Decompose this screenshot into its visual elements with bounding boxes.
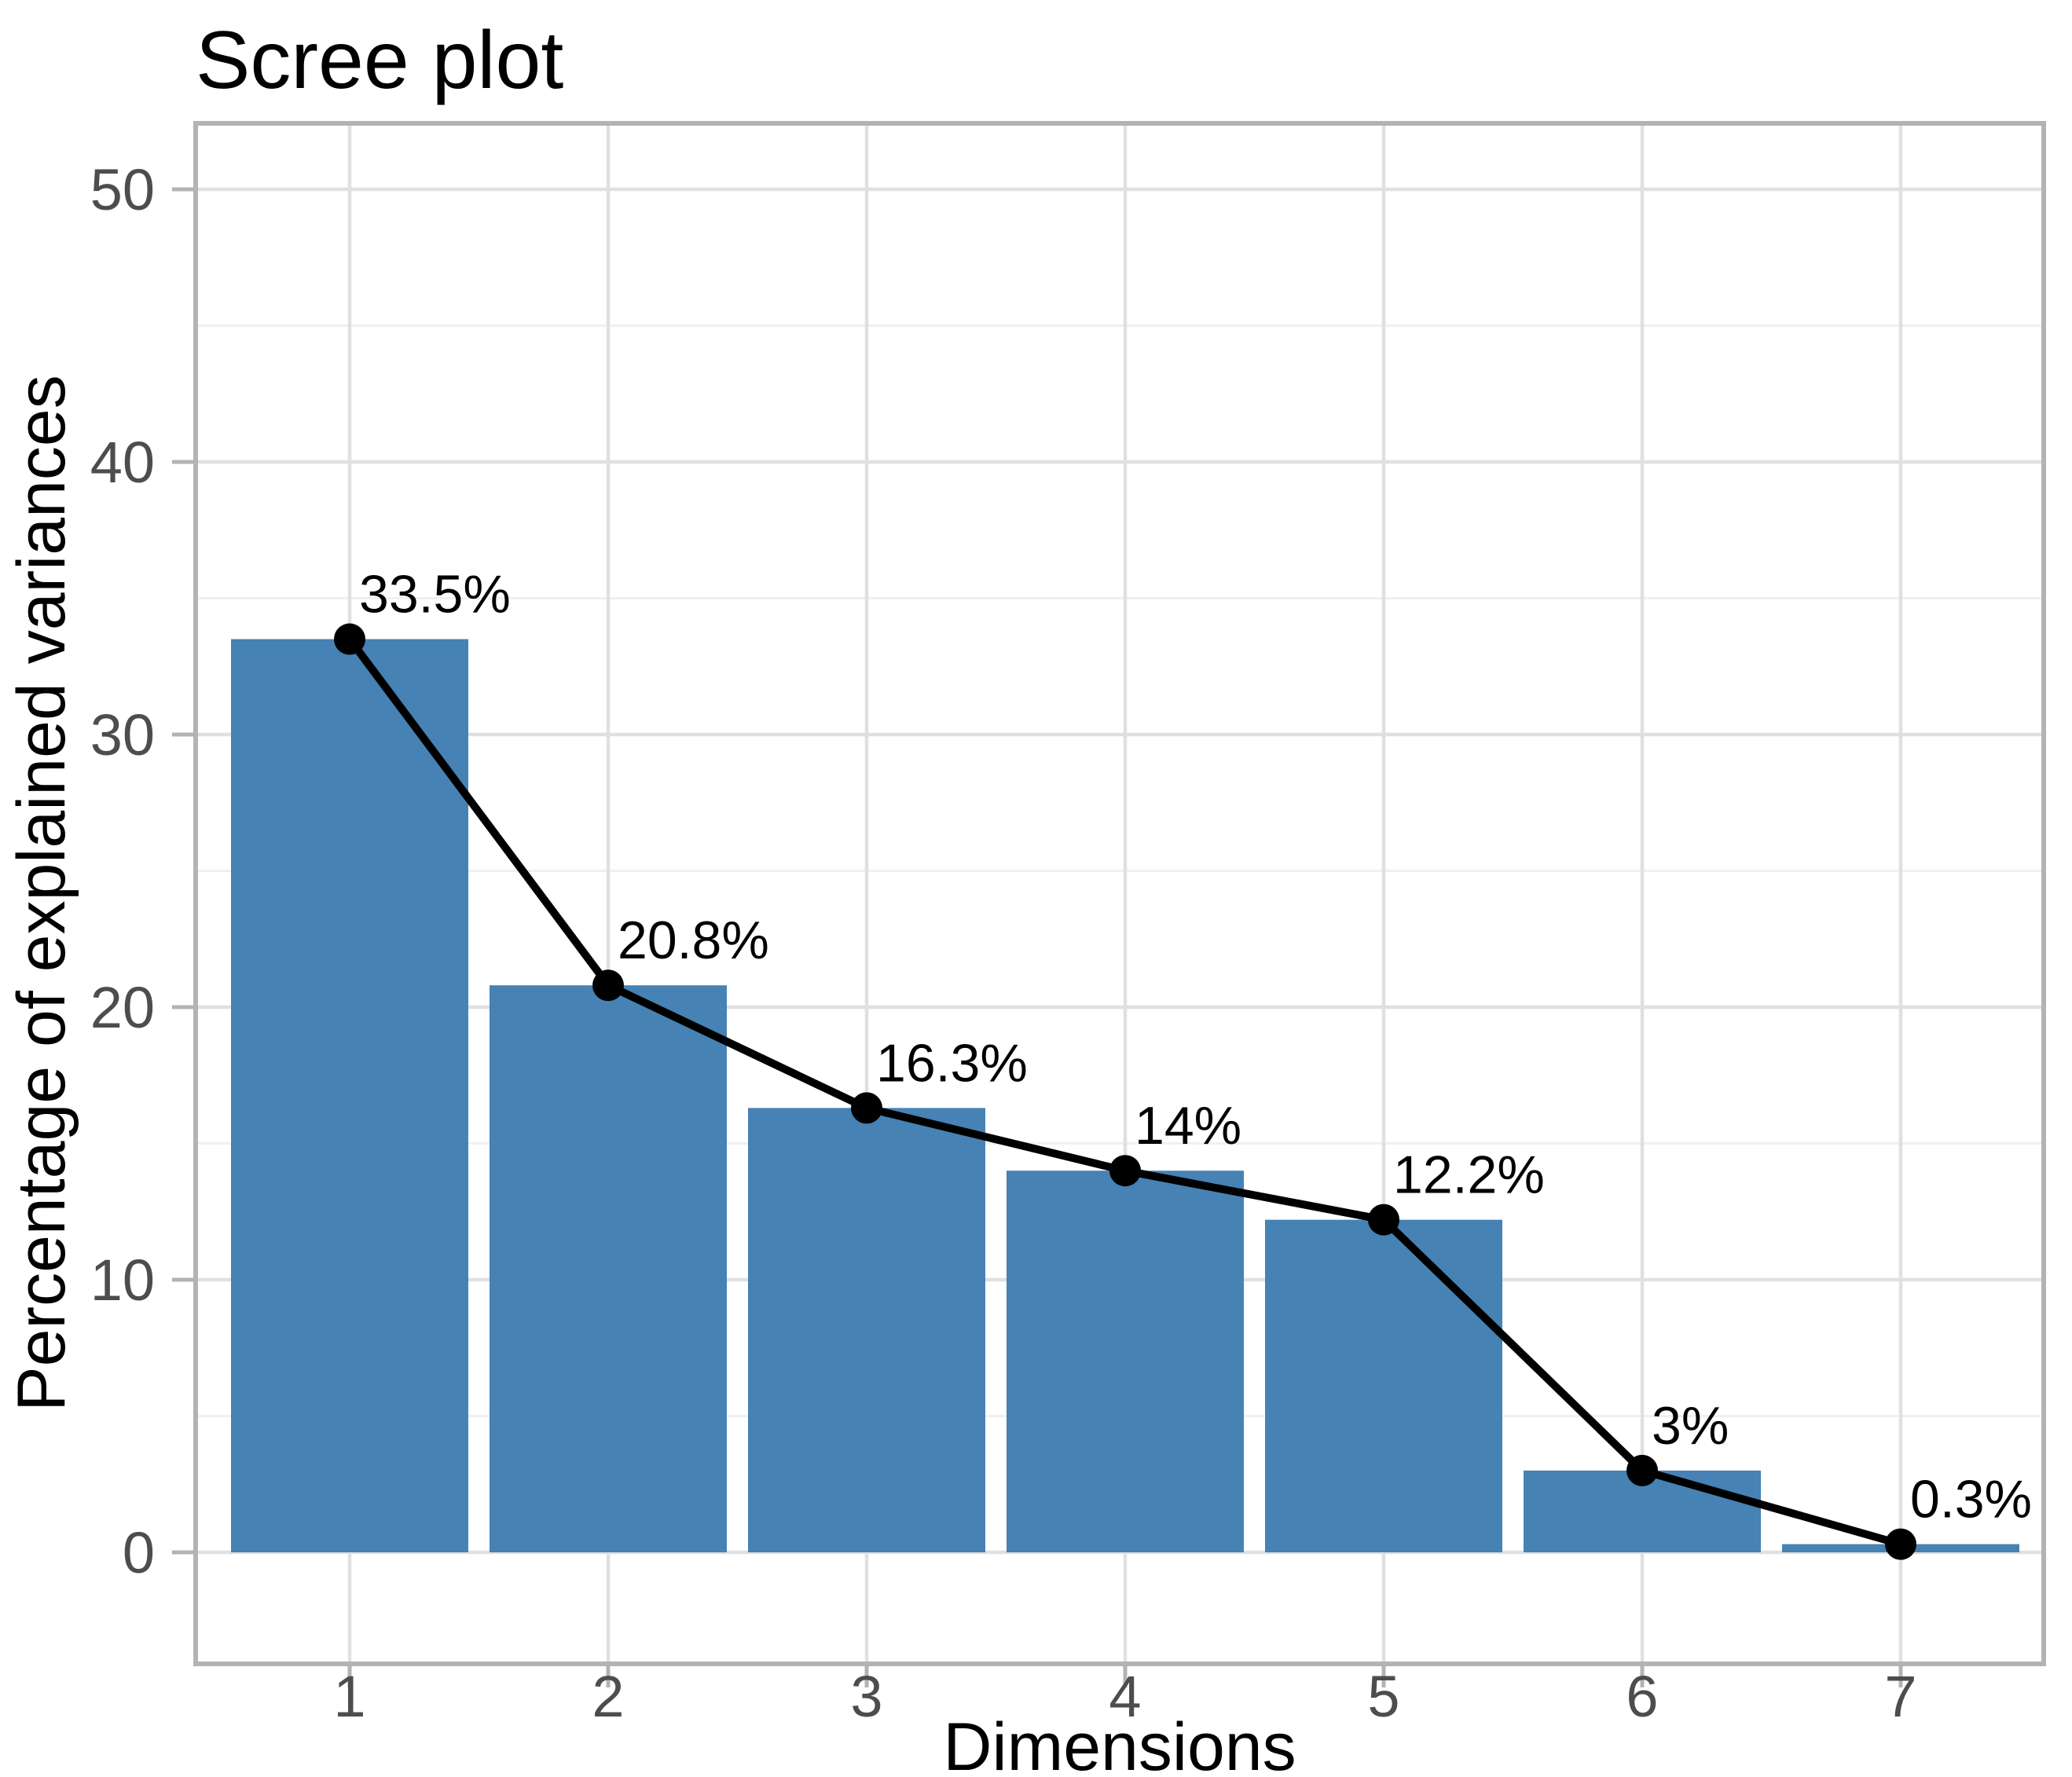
panel-border <box>193 121 2046 1666</box>
y-axis-title: Percentage of explained variances <box>4 375 79 1412</box>
y-axis-tick-label: 10 <box>90 1248 155 1313</box>
axis-tick-marks <box>172 187 1903 1687</box>
y-axis-tick-label: 30 <box>90 702 155 768</box>
data-point-label: 12.2% <box>1393 1145 1545 1205</box>
data-point <box>592 969 624 1002</box>
data-point <box>851 1092 882 1124</box>
data-point <box>1368 1204 1399 1236</box>
x-axis-tick-label: 4 <box>1109 1664 1141 1729</box>
y-axis-tick-label: 40 <box>90 430 155 495</box>
y-axis-tick-label: 20 <box>90 975 155 1040</box>
x-axis-tick-label: 5 <box>1367 1664 1399 1729</box>
x-axis-tick-label: 1 <box>333 1664 365 1729</box>
bar <box>1265 1219 1502 1552</box>
axis-tick-labels: 0 10 20 30 40 50 1 2 3 4 5 6 7 <box>90 157 1917 1729</box>
data-point-label: 0.3% <box>1910 1470 2032 1530</box>
data-point <box>334 623 365 655</box>
bar <box>1007 1171 1244 1552</box>
data-point-label: 33.5% <box>359 565 511 625</box>
bars <box>231 639 2019 1552</box>
x-axis-tick-label: 6 <box>1626 1664 1658 1729</box>
bar <box>748 1108 985 1552</box>
data-point-label: 14% <box>1135 1096 1241 1156</box>
data-point <box>1885 1528 1916 1560</box>
data-labels: 33.5% 20.8% 16.3% 14% 12.2% 3% 0.3% <box>359 565 2032 1530</box>
data-point-label: 16.3% <box>876 1033 1028 1093</box>
data-point <box>1626 1454 1658 1486</box>
x-axis-title: Dimensions <box>943 1709 1296 1777</box>
bar <box>490 985 727 1552</box>
x-axis-tick-label: 7 <box>1884 1664 1916 1729</box>
bar <box>231 639 468 1552</box>
y-axis-tick-label: 50 <box>90 157 155 222</box>
data-point <box>1109 1155 1141 1187</box>
x-axis-tick-label: 2 <box>592 1664 624 1729</box>
plot-title: Scree plot <box>196 15 563 106</box>
data-point-label: 20.8% <box>618 910 769 970</box>
y-axis-tick-label: 0 <box>123 1520 155 1585</box>
x-axis-tick-label: 3 <box>850 1664 882 1729</box>
data-point-label: 3% <box>1652 1396 1729 1456</box>
data-points <box>334 623 1916 1560</box>
